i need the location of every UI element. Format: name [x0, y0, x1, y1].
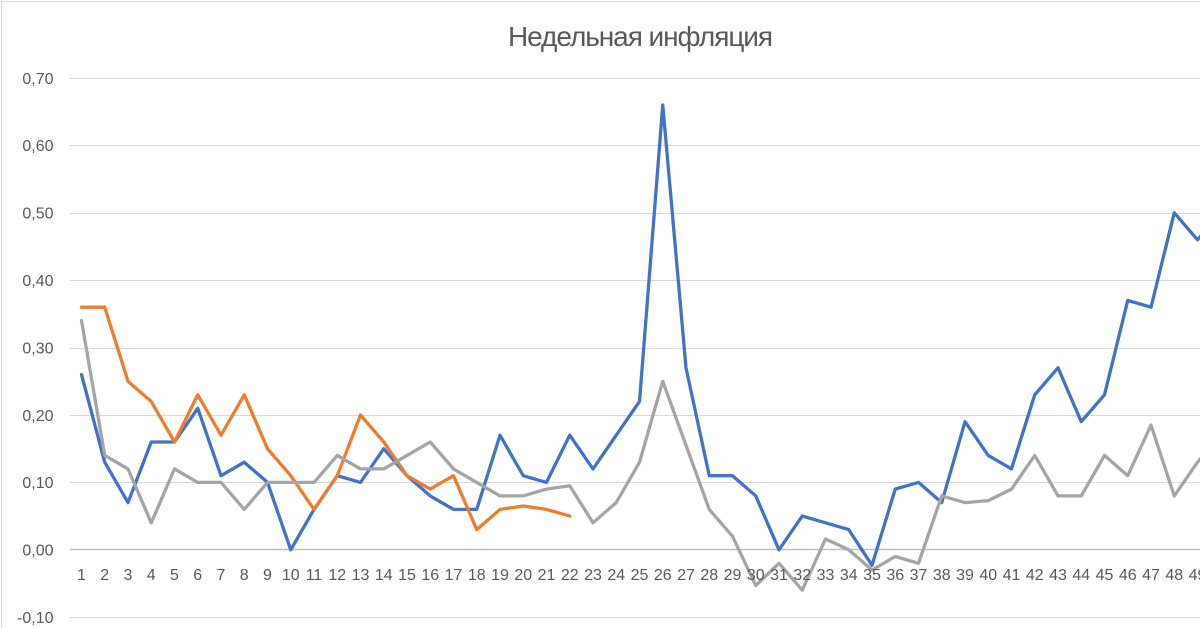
svg-text:16: 16 [421, 567, 439, 584]
svg-text:0,40: 0,40 [22, 273, 53, 290]
svg-text:13: 13 [352, 567, 370, 584]
svg-text:9: 9 [263, 567, 272, 584]
svg-text:27: 27 [677, 567, 695, 584]
svg-text:21: 21 [538, 567, 556, 584]
svg-text:15: 15 [398, 567, 416, 584]
svg-text:36: 36 [886, 567, 904, 584]
svg-text:20: 20 [514, 567, 532, 584]
svg-text:39: 39 [956, 567, 974, 584]
svg-text:48: 48 [1165, 567, 1183, 584]
svg-text:23: 23 [584, 567, 602, 584]
svg-text:-0,10: -0,10 [17, 610, 54, 627]
svg-text:31: 31 [770, 567, 788, 584]
svg-text:43: 43 [1049, 567, 1067, 584]
svg-text:0,70: 0,70 [22, 71, 53, 88]
svg-text:25: 25 [631, 567, 649, 584]
svg-text:47: 47 [1142, 567, 1160, 584]
svg-text:42: 42 [1026, 567, 1044, 584]
svg-text:24: 24 [607, 567, 625, 584]
svg-text:2: 2 [100, 567, 109, 584]
svg-text:1: 1 [77, 567, 86, 584]
svg-text:40: 40 [979, 567, 997, 584]
svg-text:38: 38 [933, 567, 951, 584]
svg-text:12: 12 [328, 567, 346, 584]
svg-text:0,00: 0,00 [22, 543, 53, 560]
svg-text:22: 22 [561, 567, 579, 584]
svg-text:4: 4 [147, 567, 156, 584]
svg-text:0,30: 0,30 [22, 340, 53, 357]
svg-text:34: 34 [840, 567, 858, 584]
svg-text:6: 6 [193, 567, 202, 584]
svg-text:14: 14 [375, 567, 393, 584]
svg-text:0,20: 0,20 [22, 408, 53, 425]
svg-text:29: 29 [724, 567, 742, 584]
svg-text:49: 49 [1189, 567, 1200, 584]
svg-text:17: 17 [445, 567, 463, 584]
svg-text:18: 18 [468, 567, 486, 584]
svg-text:32: 32 [793, 567, 811, 584]
svg-text:8: 8 [240, 567, 249, 584]
svg-text:3: 3 [124, 567, 133, 584]
svg-text:0,10: 0,10 [22, 475, 53, 492]
svg-text:0,60: 0,60 [22, 138, 53, 155]
svg-text:45: 45 [1096, 567, 1114, 584]
svg-text:37: 37 [910, 567, 928, 584]
svg-text:30: 30 [747, 567, 765, 584]
svg-text:26: 26 [654, 567, 672, 584]
svg-text:33: 33 [817, 567, 835, 584]
svg-text:35: 35 [863, 567, 881, 584]
svg-text:5: 5 [170, 567, 179, 584]
svg-text:44: 44 [1072, 567, 1090, 584]
svg-text:41: 41 [1003, 567, 1021, 584]
svg-text:28: 28 [700, 567, 718, 584]
svg-text:19: 19 [491, 567, 509, 584]
svg-text:Недельная инфляция: Недельная инфляция [508, 21, 772, 52]
svg-text:0,50: 0,50 [22, 206, 53, 223]
svg-text:46: 46 [1119, 567, 1137, 584]
svg-text:11: 11 [306, 567, 323, 584]
svg-text:10: 10 [282, 567, 300, 584]
svg-text:7: 7 [217, 567, 226, 584]
